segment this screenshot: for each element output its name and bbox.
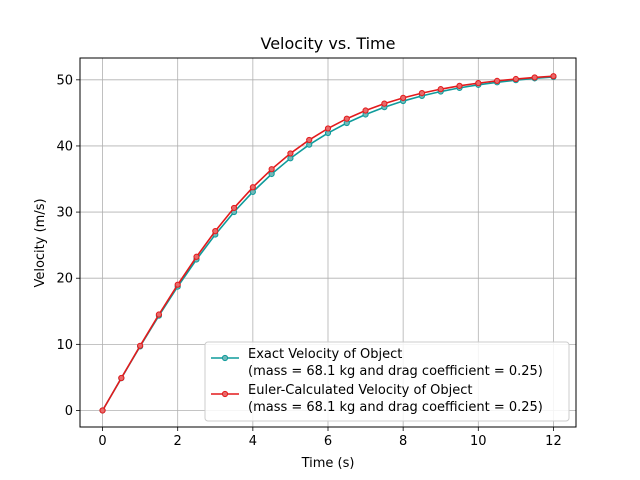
data-point [118, 374, 125, 382]
series-layer [99, 73, 557, 414]
data-point [306, 136, 313, 144]
data-point [531, 74, 538, 81]
y-tick-label: 40 [56, 139, 73, 154]
legend-label-detail: (mass = 68.1 kg and drag coefficient = 0… [248, 400, 543, 415]
data-point [343, 115, 350, 122]
data-point [268, 166, 275, 173]
legend-label-detail: (mass = 68.1 kg and drag coefficient = 0… [248, 364, 543, 379]
y-tick-label: 0 [65, 404, 73, 419]
x-tick-label: 8 [399, 434, 407, 449]
legend-swatch-marker [221, 354, 229, 362]
legend-box [204, 341, 570, 422]
data-point [137, 342, 144, 349]
data-point [475, 80, 482, 87]
legend-item: Euler-Calculated Velocity of Object (mass… [211, 383, 543, 415]
legend-swatch-marker [221, 390, 229, 398]
data-point [230, 204, 238, 212]
data-point [287, 150, 294, 157]
legend-item: Exact Velocity of Object (mass = 68.1 kg … [211, 347, 543, 379]
data-point [493, 77, 501, 84]
data-point [155, 311, 163, 318]
data-point [550, 73, 557, 80]
grid [80, 58, 576, 427]
y-tick-label: 50 [56, 73, 73, 88]
data-point [400, 94, 407, 101]
data-point [249, 184, 256, 191]
y-axis-label: Velocity (m/s) [33, 198, 48, 287]
data-point [362, 107, 369, 114]
data-point [99, 407, 106, 414]
data-point [193, 253, 200, 260]
legend: Exact Velocity of Object (mass = 68.1 kg … [204, 341, 570, 422]
legend-label: Euler-Calculated Velocity of Object [248, 383, 473, 398]
data-point [212, 228, 219, 235]
x-tick-label: 0 [98, 434, 106, 449]
chart-title: Velocity vs. Time [261, 34, 396, 53]
data-point [512, 75, 519, 83]
data-point [324, 125, 332, 132]
x-tick-label: 6 [324, 434, 332, 449]
x-tick-label: 10 [470, 434, 487, 449]
x-tick-label: 4 [249, 434, 257, 449]
axis-ticks: 0 2 4 6 8 10 12 0 10 20 30 40 50 [56, 73, 561, 449]
x-tick-label: 2 [174, 434, 182, 449]
legend-label: Exact Velocity of Object [248, 347, 402, 362]
series-2 [99, 73, 557, 414]
data-point [174, 281, 181, 288]
y-tick-label: 30 [56, 206, 73, 221]
y-tick-label: 10 [56, 338, 73, 353]
x-axis-label: Time (s) [301, 456, 355, 471]
data-point [381, 100, 388, 107]
x-tick-label: 12 [545, 434, 562, 449]
data-point [418, 90, 426, 97]
y-tick-label: 20 [56, 272, 73, 287]
data-point [456, 82, 463, 89]
data-point [437, 86, 444, 93]
